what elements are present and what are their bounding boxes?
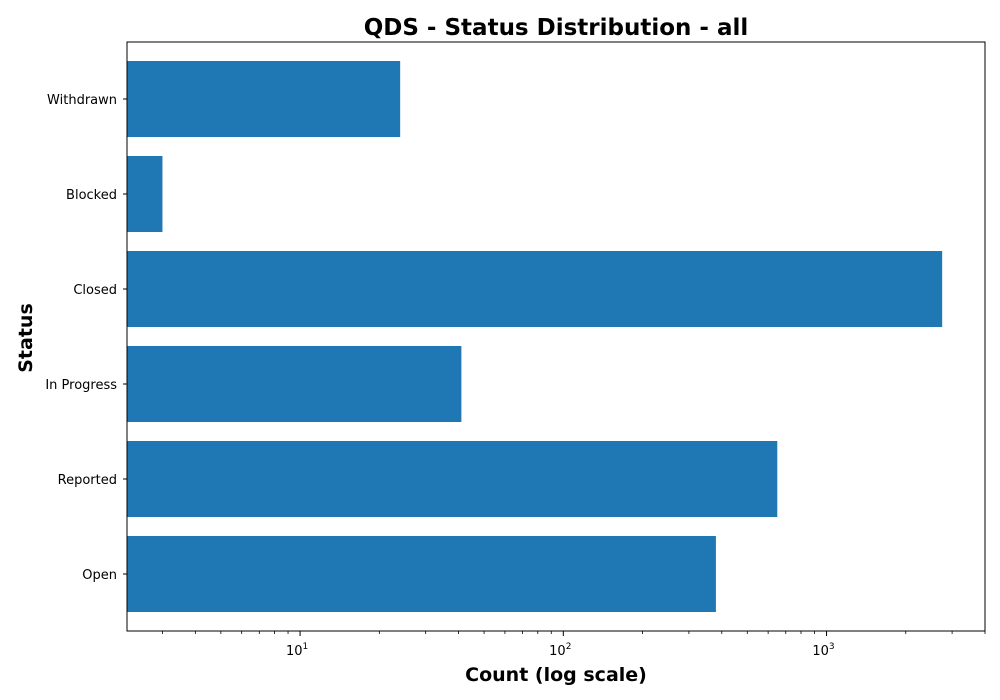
bar-reported: [127, 441, 778, 517]
y-tick-label: Reported: [58, 473, 117, 488]
chart-title: QDS - Status Distribution - all: [364, 15, 749, 41]
x-tick-label: 101: [286, 642, 308, 659]
y-axis-label: Status: [15, 303, 37, 373]
x-tick-label: 102: [549, 642, 571, 659]
bars-group: [127, 61, 943, 612]
x-axis-label: Count (log scale): [465, 664, 647, 686]
y-tick-label: Blocked: [66, 188, 117, 203]
bar-in-progress: [127, 346, 462, 422]
plot-frame: [126, 41, 986, 632]
y-tick-label: Open: [82, 568, 117, 583]
bar-blocked: [127, 156, 163, 232]
y-tick-label: Closed: [73, 283, 117, 298]
x-tick-label: 103: [812, 642, 834, 659]
bar-withdrawn: [127, 61, 401, 137]
x-ticks: 101 102 103: [162, 631, 986, 659]
y-tick-label: Withdrawn: [47, 93, 117, 108]
bar-open: [127, 536, 716, 612]
y-ticks: Open Reported In Progress Closed Blocked With…: [45, 93, 127, 583]
y-tick-label: In Progress: [45, 378, 117, 393]
bar-closed: [127, 251, 943, 327]
